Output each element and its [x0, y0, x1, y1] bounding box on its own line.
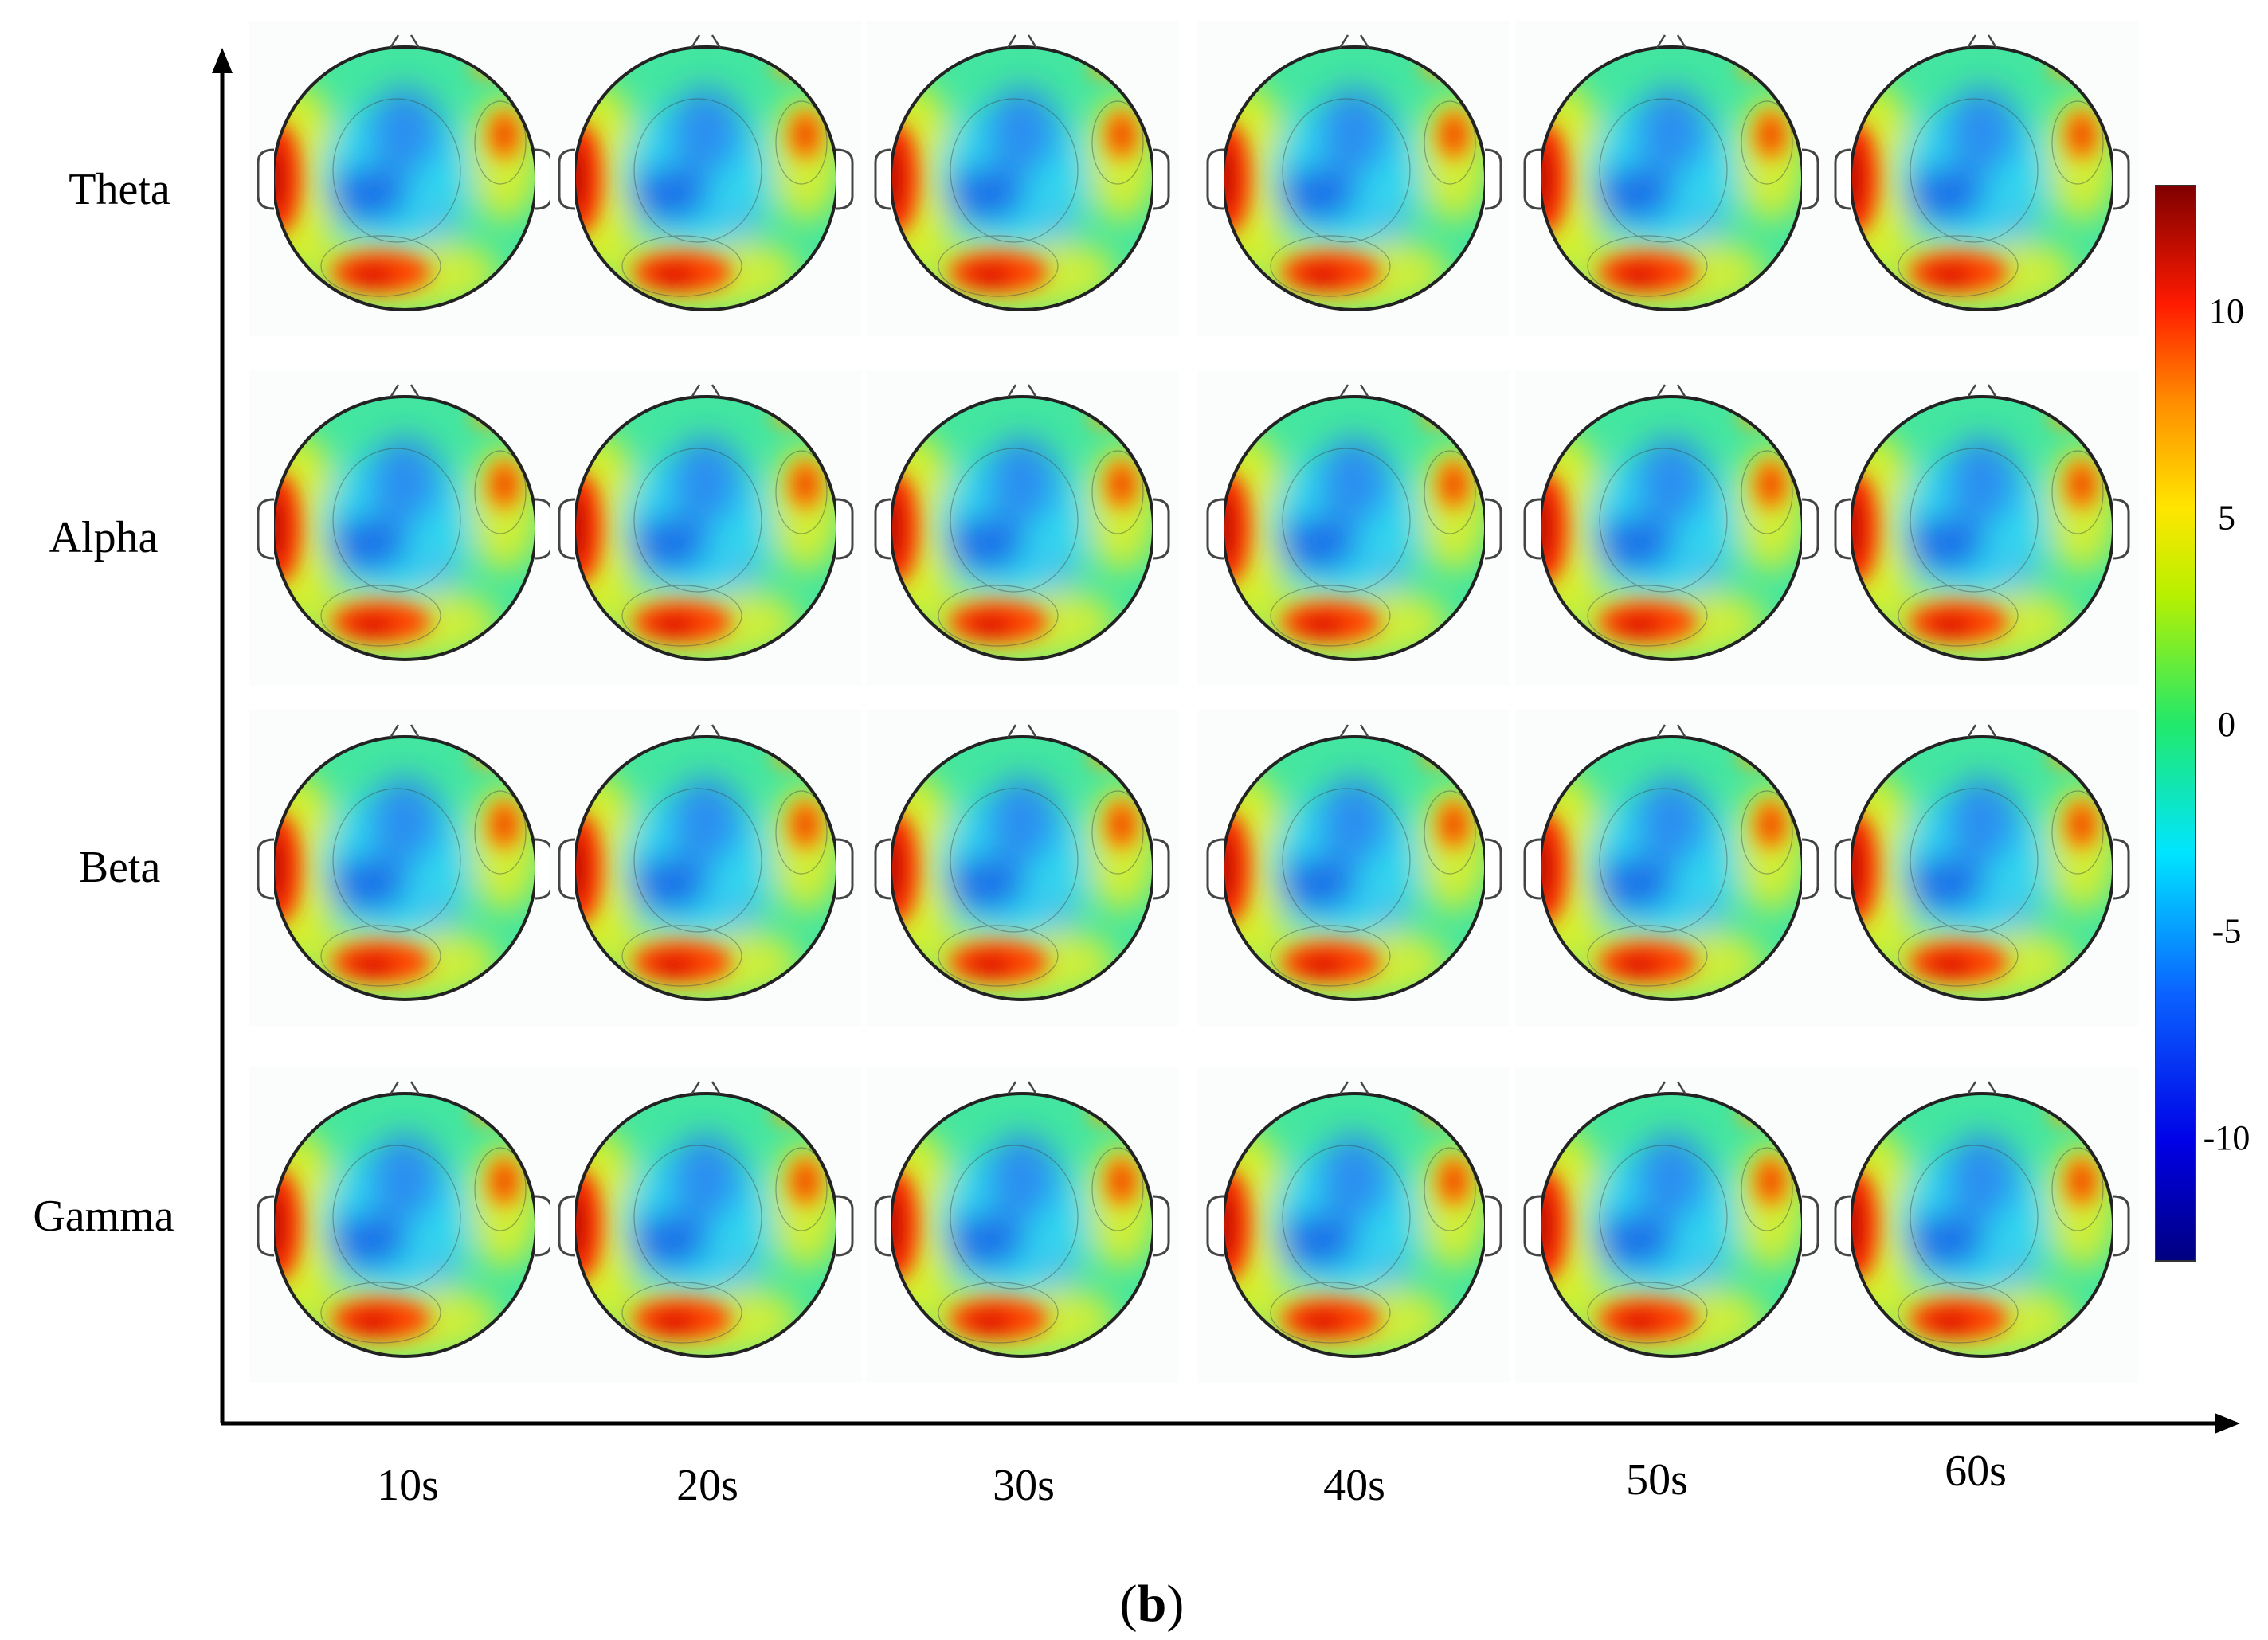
- panel-label: (b): [1120, 1575, 1185, 1633]
- row-labels: Theta Alpha Beta Gamma: [33, 165, 174, 1241]
- colorbar: 10 5 0 -5 -10: [2155, 185, 2250, 1262]
- topomap-beta-50s: [1515, 710, 1827, 1026]
- x-axis-arrow: [2215, 1413, 2240, 1434]
- topomap-beta-20s: [550, 710, 862, 1026]
- y-axis-arrow: [212, 48, 233, 73]
- topomap-theta-50s: [1515, 21, 1827, 336]
- topomap-gamma-30s: [866, 1067, 1178, 1383]
- topomap-theta-30s: [866, 21, 1178, 336]
- column-labels: 10s 20s 30s 40s 50s 60s: [377, 1446, 2007, 1510]
- panel-label-open: (: [1120, 1575, 1138, 1633]
- topomap-alpha-50s: [1515, 370, 1827, 686]
- col-label-30s: 30s: [993, 1461, 1055, 1510]
- col-label-20s: 20s: [676, 1461, 738, 1510]
- panel-label-close: ): [1166, 1575, 1184, 1633]
- topomap-gamma-20s: [550, 1067, 862, 1383]
- colorbar-gradient: [2155, 185, 2196, 1262]
- topomap-gamma-40s: [1198, 1067, 1510, 1383]
- colorbar-tick-0: 0: [2218, 705, 2235, 744]
- topomap-alpha-10s: [249, 370, 561, 686]
- colorbar-tick-10: 10: [2209, 292, 2244, 331]
- topomap-gamma-10s: [249, 1067, 561, 1383]
- topomap-beta-30s: [866, 710, 1178, 1026]
- col-label-50s: 50s: [1626, 1455, 1688, 1505]
- topomap-gamma-50s: [1515, 1067, 1827, 1383]
- colorbar-tick-neg10: -10: [2203, 1118, 2250, 1157]
- topomap-alpha-30s: [866, 370, 1178, 686]
- topomap-alpha-40s: [1198, 370, 1510, 686]
- row-label-beta: Beta: [79, 843, 161, 892]
- col-label-60s: 60s: [1945, 1446, 2007, 1496]
- colorbar-ticks: 10 5 0 -5 -10: [2203, 292, 2250, 1157]
- topomap-gamma-60s: [1826, 1067, 2138, 1383]
- axes: [212, 48, 2240, 1434]
- col-label-10s: 10s: [377, 1461, 439, 1510]
- colorbar-tick-neg5: -5: [2212, 912, 2242, 951]
- col-label-40s: 40s: [1323, 1461, 1385, 1510]
- topomap-alpha-20s: [550, 370, 862, 686]
- row-label-theta: Theta: [69, 165, 170, 214]
- panel-label-letter: b: [1138, 1575, 1167, 1633]
- topomap-theta-10s: [249, 21, 561, 336]
- colorbar-tick-5: 5: [2218, 498, 2235, 537]
- topomap-theta-60s: [1826, 21, 2138, 336]
- topomap-beta-40s: [1198, 710, 1510, 1026]
- topomap-beta-10s: [249, 710, 561, 1026]
- row-label-gamma: Gamma: [33, 1192, 174, 1241]
- topomap-theta-40s: [1198, 21, 1510, 336]
- topomap-alpha-60s: [1826, 370, 2138, 686]
- topomap-beta-60s: [1826, 710, 2138, 1026]
- topo-map-grid: [249, 21, 2138, 1383]
- topomap-theta-20s: [550, 21, 862, 336]
- row-label-alpha: Alpha: [49, 513, 159, 562]
